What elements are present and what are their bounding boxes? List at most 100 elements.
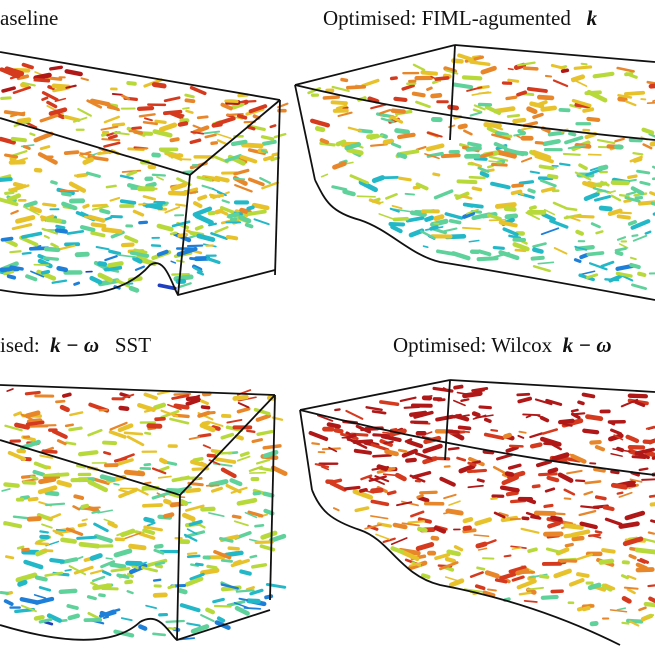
vortex-structure — [540, 594, 559, 600]
vortex-structure — [622, 536, 644, 547]
domain-box-edge — [0, 51, 281, 101]
vortex-structure — [649, 140, 655, 147]
vortex-structure — [192, 456, 204, 462]
vortex-structure — [576, 572, 590, 578]
vortex-structure — [311, 442, 320, 446]
vortex-structure — [390, 224, 403, 234]
vortex-structure — [91, 205, 109, 211]
vortex-structure — [648, 596, 655, 604]
vortex-structure — [630, 219, 651, 230]
vortex-structure — [97, 509, 113, 514]
vortex-structure — [22, 145, 31, 150]
vortex-structure — [82, 203, 90, 209]
vortex-structure — [214, 451, 233, 455]
vortex-structure — [334, 408, 341, 412]
vortex-structure — [520, 527, 540, 534]
vortex-structure — [214, 225, 229, 234]
vortex-structure — [610, 482, 628, 490]
vortex-structure — [415, 100, 431, 109]
vortex-structure — [63, 150, 80, 155]
vortex-structure — [194, 225, 204, 231]
vortex-structure — [4, 238, 18, 248]
vortex-structure — [498, 250, 520, 261]
vortex-structure — [246, 598, 261, 604]
vortex-structure — [414, 452, 434, 461]
vortex-structure — [78, 541, 101, 549]
vortex-structure — [165, 487, 186, 494]
vortex-structure — [461, 75, 483, 81]
vortex-structure — [68, 181, 87, 193]
vortex-structure — [210, 232, 228, 240]
vortex-structure — [484, 570, 500, 579]
vortex-structure — [225, 483, 242, 494]
vortex-structure — [529, 442, 543, 449]
vortex-structure — [77, 107, 92, 117]
vortex-structure — [10, 136, 27, 143]
vortex-structure — [616, 66, 635, 73]
vortex-structure — [389, 76, 398, 81]
vortex-structure — [226, 113, 244, 117]
vortex-structure — [326, 422, 341, 429]
vortex-structure — [259, 176, 271, 185]
vortex-structure — [434, 76, 450, 81]
vortex-structure — [650, 519, 655, 524]
vortex-structure — [629, 262, 641, 270]
vortex-structure — [231, 514, 242, 519]
vortex-structure — [261, 139, 277, 146]
vortex-structure — [9, 74, 22, 80]
vortex-structure — [610, 469, 620, 475]
vortex-structure — [169, 417, 190, 425]
domain-box-edge — [269, 394, 276, 601]
vortex-structure — [634, 400, 646, 408]
vortex-structure — [463, 588, 484, 593]
vortex-structure — [392, 208, 412, 213]
vortex-structure — [539, 415, 550, 423]
vortex-structure — [595, 230, 604, 235]
vortex-structure — [484, 105, 502, 115]
vortex-structure — [256, 429, 274, 436]
domain-box-edge — [299, 409, 313, 491]
vortex-structure — [541, 428, 559, 435]
vortex-structure — [20, 82, 29, 88]
vortex-structure — [314, 463, 330, 468]
vortex-structure — [211, 425, 221, 431]
vortex-structure — [523, 599, 538, 603]
vortex-structure — [563, 488, 576, 496]
math-k: k — [586, 6, 598, 30]
vortex-structure — [142, 195, 157, 201]
vortex-structure — [92, 583, 112, 591]
vortex-structure — [4, 424, 23, 432]
vortex-structure — [649, 191, 655, 197]
vortex-structure — [487, 164, 494, 169]
vortex-structure — [21, 62, 34, 70]
vortex-structure — [614, 250, 624, 257]
vortex-structure — [532, 247, 544, 254]
vortex-structure — [511, 183, 524, 188]
domain-box-edge — [0, 439, 181, 496]
vortex-structure — [91, 477, 110, 485]
vortex-structure — [453, 545, 464, 552]
vortex-structure — [389, 428, 398, 432]
vortex-structure — [41, 91, 59, 102]
vortex-structure — [436, 249, 455, 256]
vortex-structure — [492, 465, 509, 476]
vortex-structure — [625, 100, 637, 107]
vortex-structure — [641, 127, 655, 135]
vortex-structure — [564, 135, 584, 145]
vortex-structure — [435, 414, 455, 422]
vortex-structure — [152, 402, 167, 411]
vortex-structure — [236, 406, 251, 414]
vortex-structure — [212, 597, 225, 604]
vortex-structure — [9, 111, 26, 118]
vortex-structure — [563, 523, 584, 530]
vortex-structure — [120, 617, 133, 622]
vortex-structure — [465, 208, 479, 215]
vortex-structure — [340, 77, 349, 83]
vortex-structure — [230, 139, 248, 147]
vortex-structure — [4, 190, 15, 196]
vortex-structure — [517, 396, 533, 404]
vortex-structure — [199, 423, 216, 433]
vortex-structure — [235, 589, 255, 593]
vortex-structure — [262, 491, 275, 498]
vortex-structure — [477, 166, 490, 173]
